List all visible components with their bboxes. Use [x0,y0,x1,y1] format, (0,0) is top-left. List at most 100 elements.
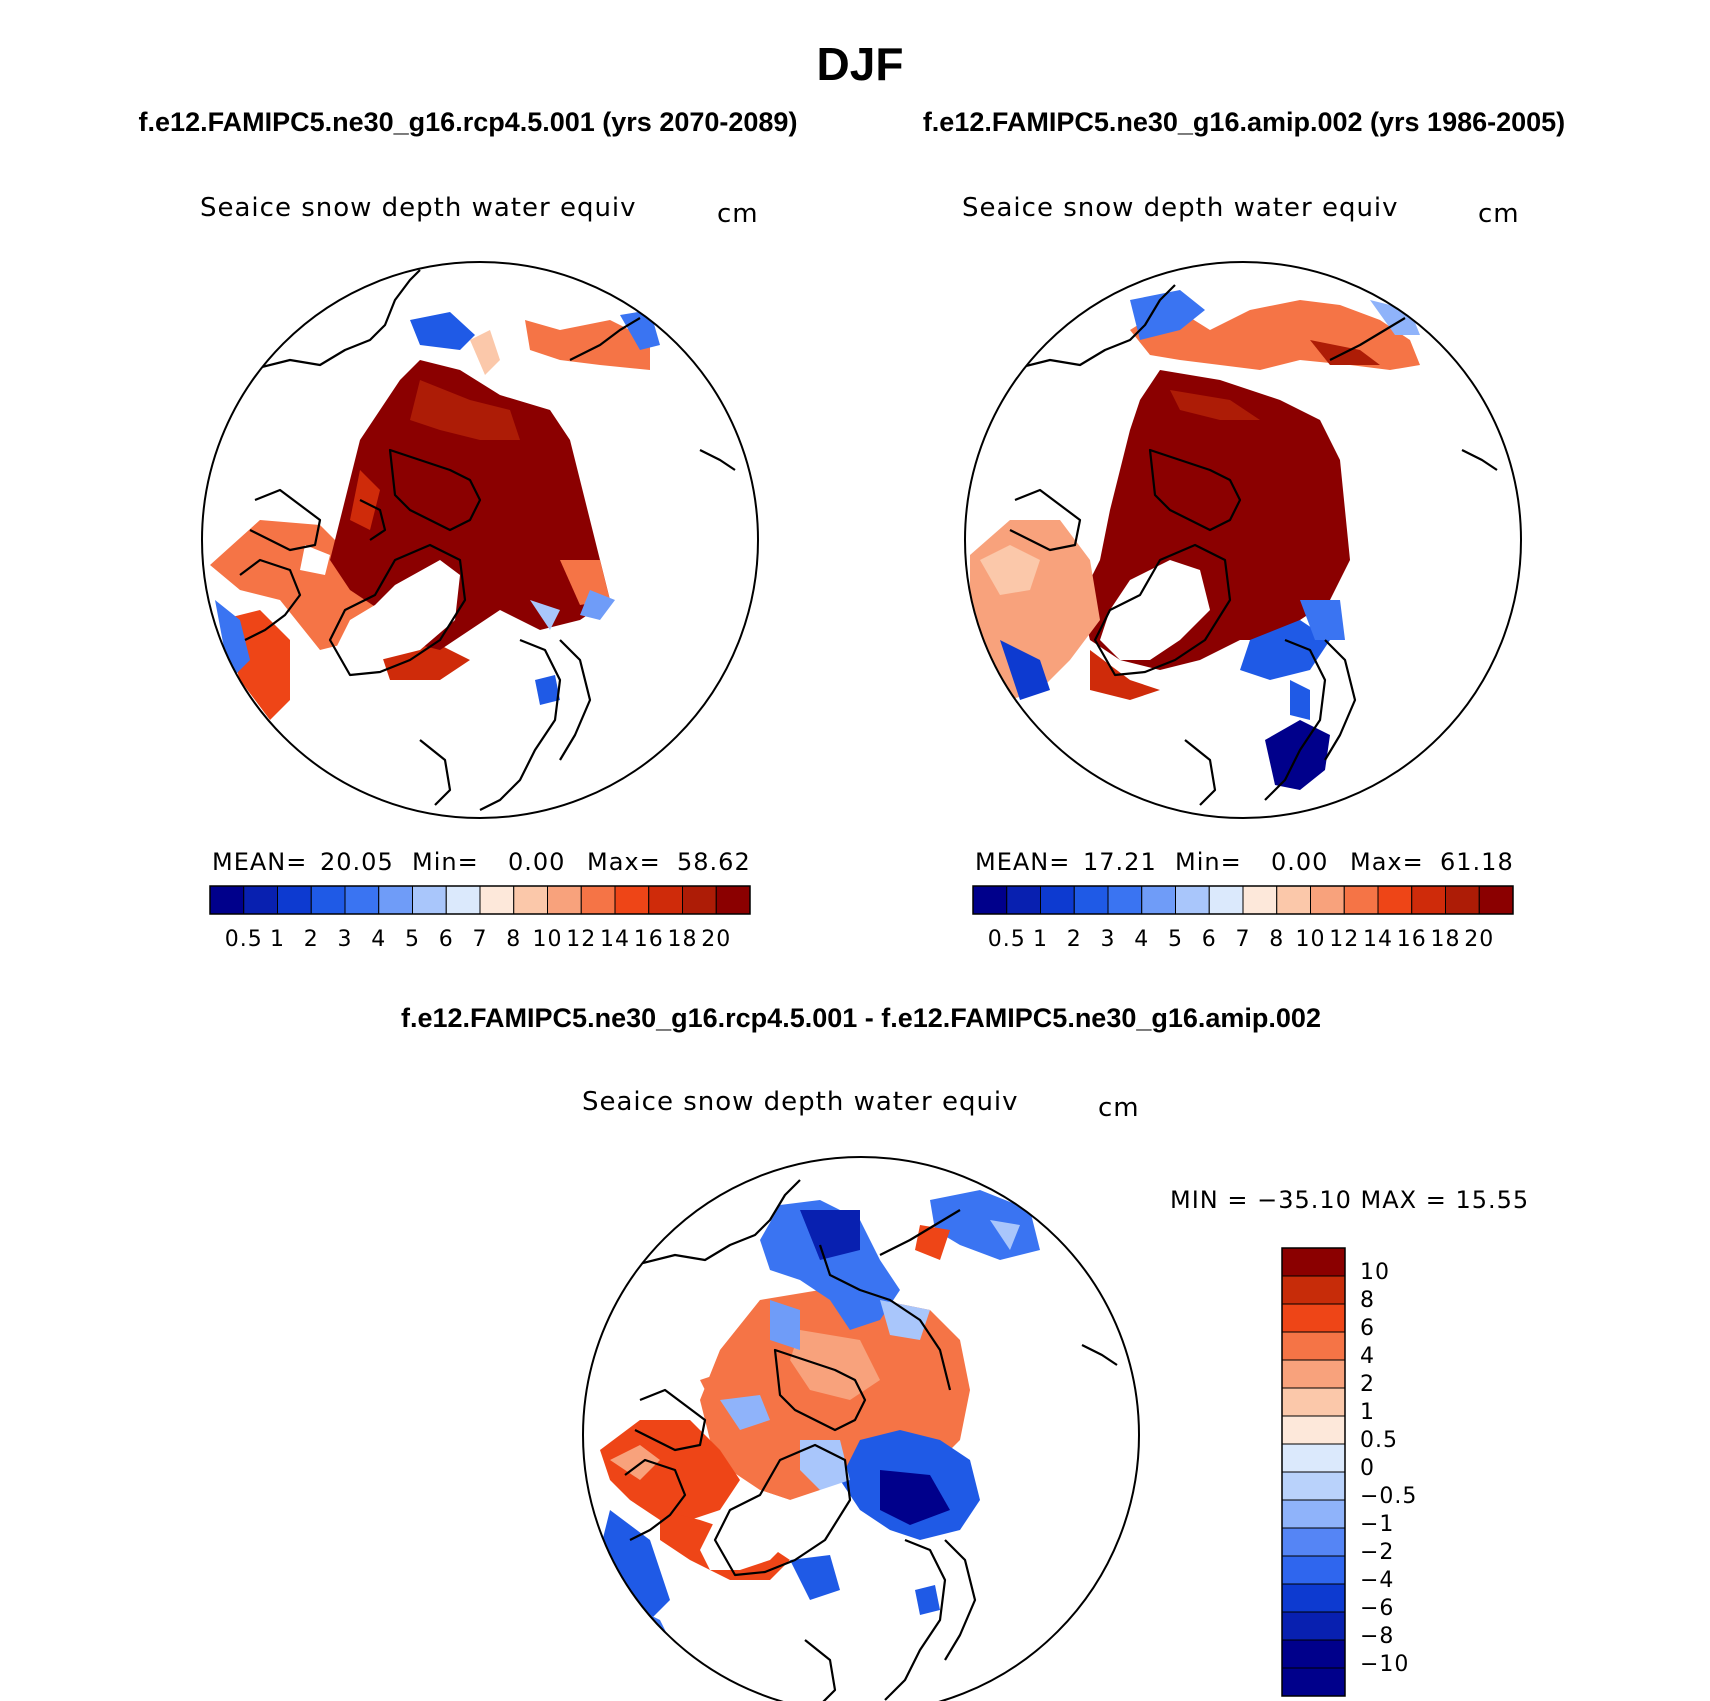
difference-colorbar-swatch [1281,1303,1346,1333]
panel-b-colorbar-swatch [1343,885,1379,915]
difference-colorbar: 10 8 6 4 2 1 0.5 0 −0.5 −1 −2 −4 −6 −8 −10 [1281,1247,1416,1697]
difference-colorbar-swatch [1281,1611,1346,1641]
panel-a-colorbar-tick-label: 7 [473,927,488,952]
difference-colorbar-swatch [1281,1527,1346,1557]
panel-b-min-label: Min= [1175,848,1242,876]
panel-a-colorbar-swatch [682,885,717,915]
panel-b-colorbar-swatch [1445,885,1480,915]
panel-b-colorbar-swatch [1276,885,1311,915]
panel-b-colorbar-tick-label: 2 [1067,927,1082,952]
panel-a-colorbar-swatch [715,885,751,915]
panel-b-colorbar-swatch [972,885,1008,915]
panel-a-min-label: Min= [412,848,479,876]
difference-map-border [582,1156,1140,1701]
panel-b-map [965,262,1520,818]
panel-a-header: f.e12.FAMIPC5.ne30_g16.rcp4.5.001 (yrs 2… [139,107,798,137]
panel-b-colorbar-tick-label: 1 [1033,927,1048,952]
difference-colorbar-tick-label: 0 [1360,1456,1375,1481]
panel-b-colorbar-tick-label: 8 [1269,927,1284,952]
panel-a: Seaice snow depth water equiv cm [200,193,759,952]
panel-a-colorbar: 0.5 1 2 3 4 5 6 7 8 10 12 14 16 18 20 [209,885,751,952]
panel-b-colorbar-tick-label: 10 [1296,927,1326,952]
panel-a-mean-label: MEAN= [212,848,307,876]
panel-a-colorbar-tick-label: 0.5 [225,927,263,952]
difference-colorbar-tick-label: −1 [1360,1512,1394,1537]
panel-b-colorbar-swatch [1006,885,1041,915]
panel-b-max-value: 61.18 [1440,848,1514,876]
panel-b-field-label: Seaice snow depth water equiv [962,193,1399,223]
panel-a-colorbar-swatch [378,885,413,915]
panel-b-colorbar-swatch [1040,885,1075,915]
panel-a-colorbar-tick-label: 10 [533,927,563,952]
panel-a-colorbar-swatch [209,885,245,915]
panel-a-colorbar-tick-label: 16 [634,927,664,952]
difference-colorbar-tick-label: 10 [1360,1260,1390,1285]
panel-a-colorbar-tick-label: 3 [338,927,353,952]
figure-title: DJF [817,38,904,90]
difference-colorbar-swatch [1281,1247,1346,1277]
difference-colorbar-frame [1281,1247,1346,1697]
difference-colorbar-swatch [1281,1499,1346,1529]
difference-colorbar-swatch [1281,1387,1346,1417]
difference-colorbar-tick-label: 0.5 [1360,1428,1398,1453]
panel-b-colorbar-tick-label: 3 [1101,927,1116,952]
panel-a-max-value: 58.62 [677,848,751,876]
difference-colorbar-tick-label: −8 [1360,1624,1394,1649]
difference-colorbar-swatch [1281,1555,1346,1585]
panel-b-colorbar-tick-label: 20 [1464,927,1494,952]
panel-a-colorbar-swatch [243,885,278,915]
panel-b-map-border [964,261,1522,819]
panel-b-colorbar-swatch [1141,885,1176,915]
panel-a-colorbar-tick-label: 1 [270,927,285,952]
panel-a-colorbar-swatch [479,885,515,915]
difference-colorbar-tick-label: −6 [1360,1596,1394,1621]
difference-header: f.e12.FAMIPC5.ne30_g16.rcp4.5.001 - f.e1… [401,1003,1321,1033]
panel-b-colorbar-swatch [1073,885,1109,915]
difference-colorbar-tick-label: 6 [1360,1316,1375,1341]
panel-a-colorbar-tick-label: 4 [371,927,386,952]
panel-b-colorbar-frame [972,885,1514,915]
panel-a-map [202,262,758,818]
panel-a-mean-value: 20.05 [320,848,394,876]
panel-b-colorbar-tick-label: 14 [1363,927,1393,952]
panel-b: Seaice snow depth water equiv cm [962,193,1522,952]
panel-b-colorbar-tick-label: 0.5 [988,927,1026,952]
difference-colorbar-tick-label: −10 [1360,1652,1409,1677]
difference-colorbar-tick-label: 1 [1360,1400,1375,1425]
panel-b-min-value: 0.00 [1271,848,1328,876]
difference-map [583,1157,1139,1701]
difference-colorbar-tick-label: 4 [1360,1344,1375,1369]
difference-colorbar-swatch [1281,1471,1346,1501]
panel-b-colorbar-swatch [1175,885,1210,915]
panel-difference: f.e12.FAMIPC5.ne30_g16.rcp4.5.001 - f.e1… [401,1003,1529,1701]
panel-a-colorbar-swatch [513,885,548,915]
panel-a-colorbar-tick-label: 20 [701,927,731,952]
panel-a-colorbar-swatch [580,885,616,915]
panel-b-colorbar-tick-label: 18 [1431,927,1461,952]
panel-b-max-label: Max= [1350,848,1424,876]
panel-a-map-border [201,261,759,819]
panel-b-colorbar-swatch [1411,885,1446,915]
difference-field-label: Seaice snow depth water equiv [582,1087,1019,1117]
panel-a-colorbar-tick-label: 18 [668,927,698,952]
difference-colorbar-swatch [1281,1667,1346,1697]
difference-colorbar-swatch [1281,1359,1346,1389]
panel-b-mean-label: MEAN= [975,848,1070,876]
panel-a-units: cm [717,199,759,229]
panel-a-colorbar-frame [209,885,751,915]
panel-b-units: cm [1478,199,1520,229]
panel-a-colorbar-swatch [344,885,380,915]
panel-b-colorbar-swatch [1107,885,1143,915]
difference-colorbar-swatch [1281,1639,1346,1669]
difference-colorbar-swatch [1281,1331,1346,1361]
panel-b-colorbar-tick-label: 5 [1168,927,1183,952]
panel-a-colorbar-tick-label: 12 [566,927,596,952]
panel-a-colorbar-swatch [277,885,312,915]
difference-colorbar-swatch [1281,1583,1346,1613]
panel-a-colorbar-swatch [310,885,346,915]
difference-colorbar-tick-label: −2 [1360,1540,1394,1565]
panel-b-colorbar-tick-label: 6 [1202,927,1217,952]
difference-minmax: MIN = −35.10 MAX = 15.55 [1170,1186,1529,1214]
difference-colorbar-tick-label: 2 [1360,1372,1375,1397]
